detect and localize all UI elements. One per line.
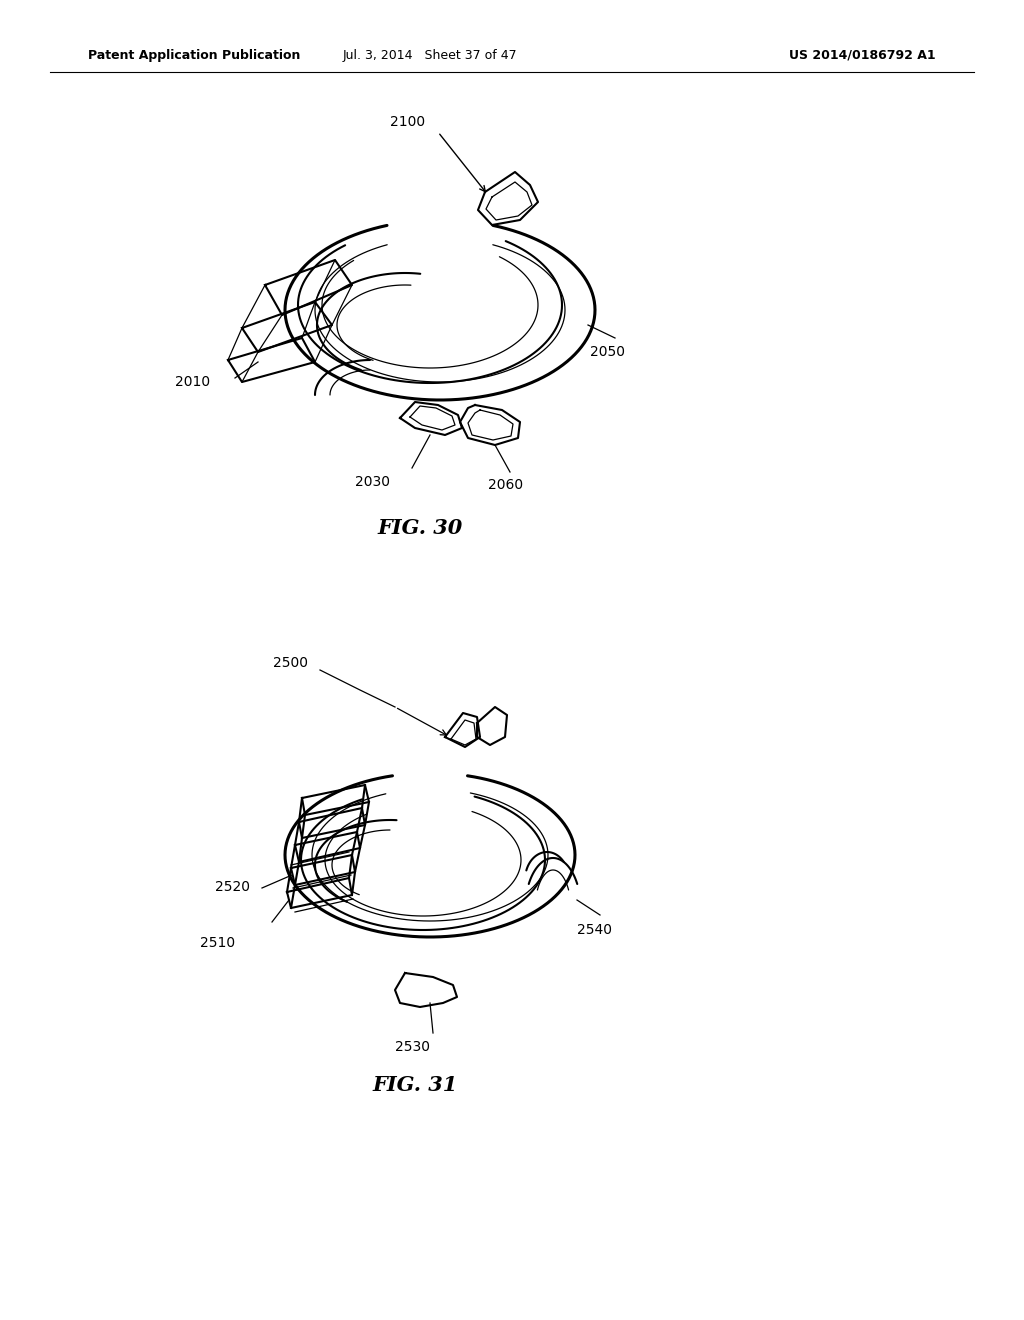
- Text: 2530: 2530: [395, 1040, 430, 1053]
- Text: FIG. 30: FIG. 30: [378, 517, 463, 539]
- Text: 2540: 2540: [577, 923, 612, 937]
- Text: FIG. 31: FIG. 31: [373, 1074, 458, 1096]
- Text: 2520: 2520: [215, 880, 250, 894]
- Text: 2050: 2050: [590, 345, 625, 359]
- Text: 2030: 2030: [355, 475, 390, 488]
- Text: 2060: 2060: [488, 478, 523, 492]
- Text: 2010: 2010: [175, 375, 210, 389]
- Text: 2500: 2500: [273, 656, 308, 671]
- Text: Patent Application Publication: Patent Application Publication: [88, 49, 300, 62]
- Text: US 2014/0186792 A1: US 2014/0186792 A1: [790, 49, 936, 62]
- Text: 2100: 2100: [390, 115, 425, 129]
- Text: Jul. 3, 2014   Sheet 37 of 47: Jul. 3, 2014 Sheet 37 of 47: [343, 49, 517, 62]
- Text: 2510: 2510: [200, 936, 236, 950]
